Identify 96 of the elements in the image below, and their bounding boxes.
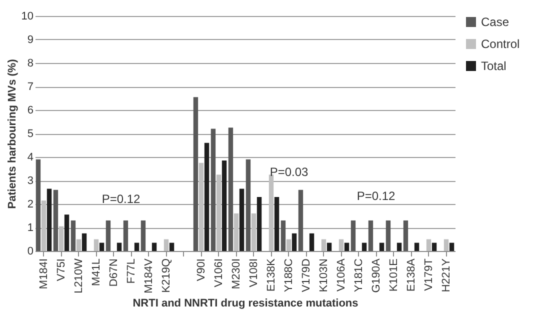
bar [444, 239, 449, 251]
bar [379, 242, 384, 251]
bar [116, 242, 122, 251]
x-tick-label: V179T [422, 258, 435, 291]
x-tick-label: K219Q [160, 258, 172, 293]
bar [386, 220, 391, 251]
bar [403, 220, 408, 251]
bar [432, 242, 437, 251]
x-tick-label: V90I [195, 258, 208, 282]
y-tick-label: 2 [27, 198, 34, 210]
bar [280, 220, 286, 251]
bar [222, 160, 227, 251]
x-axis-title: NRTI and NNRTI drug resistance mutations [132, 297, 358, 310]
y-tick-label: 8 [27, 58, 34, 70]
bar [193, 97, 198, 251]
bar [164, 239, 169, 251]
bar [344, 242, 350, 251]
x-tick-label: E138K [265, 258, 278, 292]
bar [210, 128, 216, 251]
x-tick-label: K103N [318, 258, 330, 292]
y-axis-title: Patients harbouring MVs (%) [6, 58, 18, 209]
bar [198, 162, 204, 251]
bar [76, 239, 82, 251]
bar [169, 242, 174, 251]
x-tick-label: F77L [125, 258, 138, 284]
bar [321, 239, 326, 251]
y-tick-label: 9 [27, 34, 34, 46]
bar [82, 233, 87, 251]
bar [274, 196, 280, 251]
x-tick-label: M184I [38, 258, 50, 290]
bar [140, 220, 146, 251]
legend-label: Case [481, 15, 510, 29]
y-tick-label: 3 [27, 175, 34, 187]
bar [204, 142, 210, 251]
y-tick-label: 4 [27, 152, 34, 164]
bar [350, 220, 356, 251]
x-tick-label: M184V [142, 258, 155, 294]
bar [94, 239, 99, 251]
bar [134, 242, 140, 251]
y-tick-label: 5 [27, 128, 34, 140]
bar [292, 233, 297, 251]
x-tick-label: L210W [72, 258, 85, 294]
x-tick-label: M230I [230, 258, 242, 290]
x-tick-label: V75I [55, 258, 68, 282]
bar [64, 214, 70, 251]
y-tick-label: 7 [27, 81, 34, 93]
annotation: P=0.03 [270, 165, 309, 179]
x-tick-label: Y181C [352, 258, 365, 292]
bar [123, 220, 128, 251]
bar [216, 174, 222, 251]
bar [426, 239, 432, 251]
bar [228, 128, 234, 251]
bar [298, 190, 304, 251]
x-tick-label: M41L [90, 258, 102, 286]
bar [449, 242, 454, 251]
bar [268, 174, 274, 251]
bar [70, 220, 76, 251]
bar [338, 239, 344, 251]
x-tick-label: G190A [370, 258, 382, 293]
bar [309, 233, 314, 251]
bar [152, 242, 157, 251]
bar [234, 213, 239, 251]
bar [286, 239, 292, 251]
bar [326, 242, 332, 251]
x-tick-label: D67N [108, 258, 120, 287]
x-tick-label: E138A [405, 258, 418, 292]
y-tick-label: 10 [21, 10, 34, 22]
bar [368, 220, 374, 251]
bar [41, 200, 46, 251]
bar [46, 188, 52, 251]
bar [414, 242, 420, 251]
bar [239, 188, 244, 251]
y-tick-label: 1 [27, 222, 34, 234]
bar [256, 196, 262, 251]
y-tick-label: 0 [27, 246, 34, 258]
bar [58, 226, 64, 251]
bar [362, 242, 367, 251]
bar [251, 213, 256, 251]
x-tick-label: V106I [212, 258, 225, 288]
legend-label: Control [481, 37, 520, 51]
x-tick-label: V179D [300, 258, 312, 292]
x-tick-label: K101E [388, 258, 400, 292]
bar [36, 159, 41, 251]
bar [106, 220, 111, 251]
x-tick-label: H221Y [440, 258, 452, 292]
bar [53, 190, 58, 251]
x-tick-label: Y188C [282, 258, 295, 292]
bar [99, 242, 104, 251]
y-tick-label: 6 [27, 104, 34, 116]
annotation: P=0.12 [102, 192, 141, 206]
legend-label: Total [481, 59, 506, 73]
x-tick-label: V108I [248, 258, 260, 288]
x-tick-label: V106A [335, 258, 348, 292]
annotation: P=0.12 [356, 189, 396, 203]
bar [246, 159, 251, 251]
bar [396, 242, 402, 251]
